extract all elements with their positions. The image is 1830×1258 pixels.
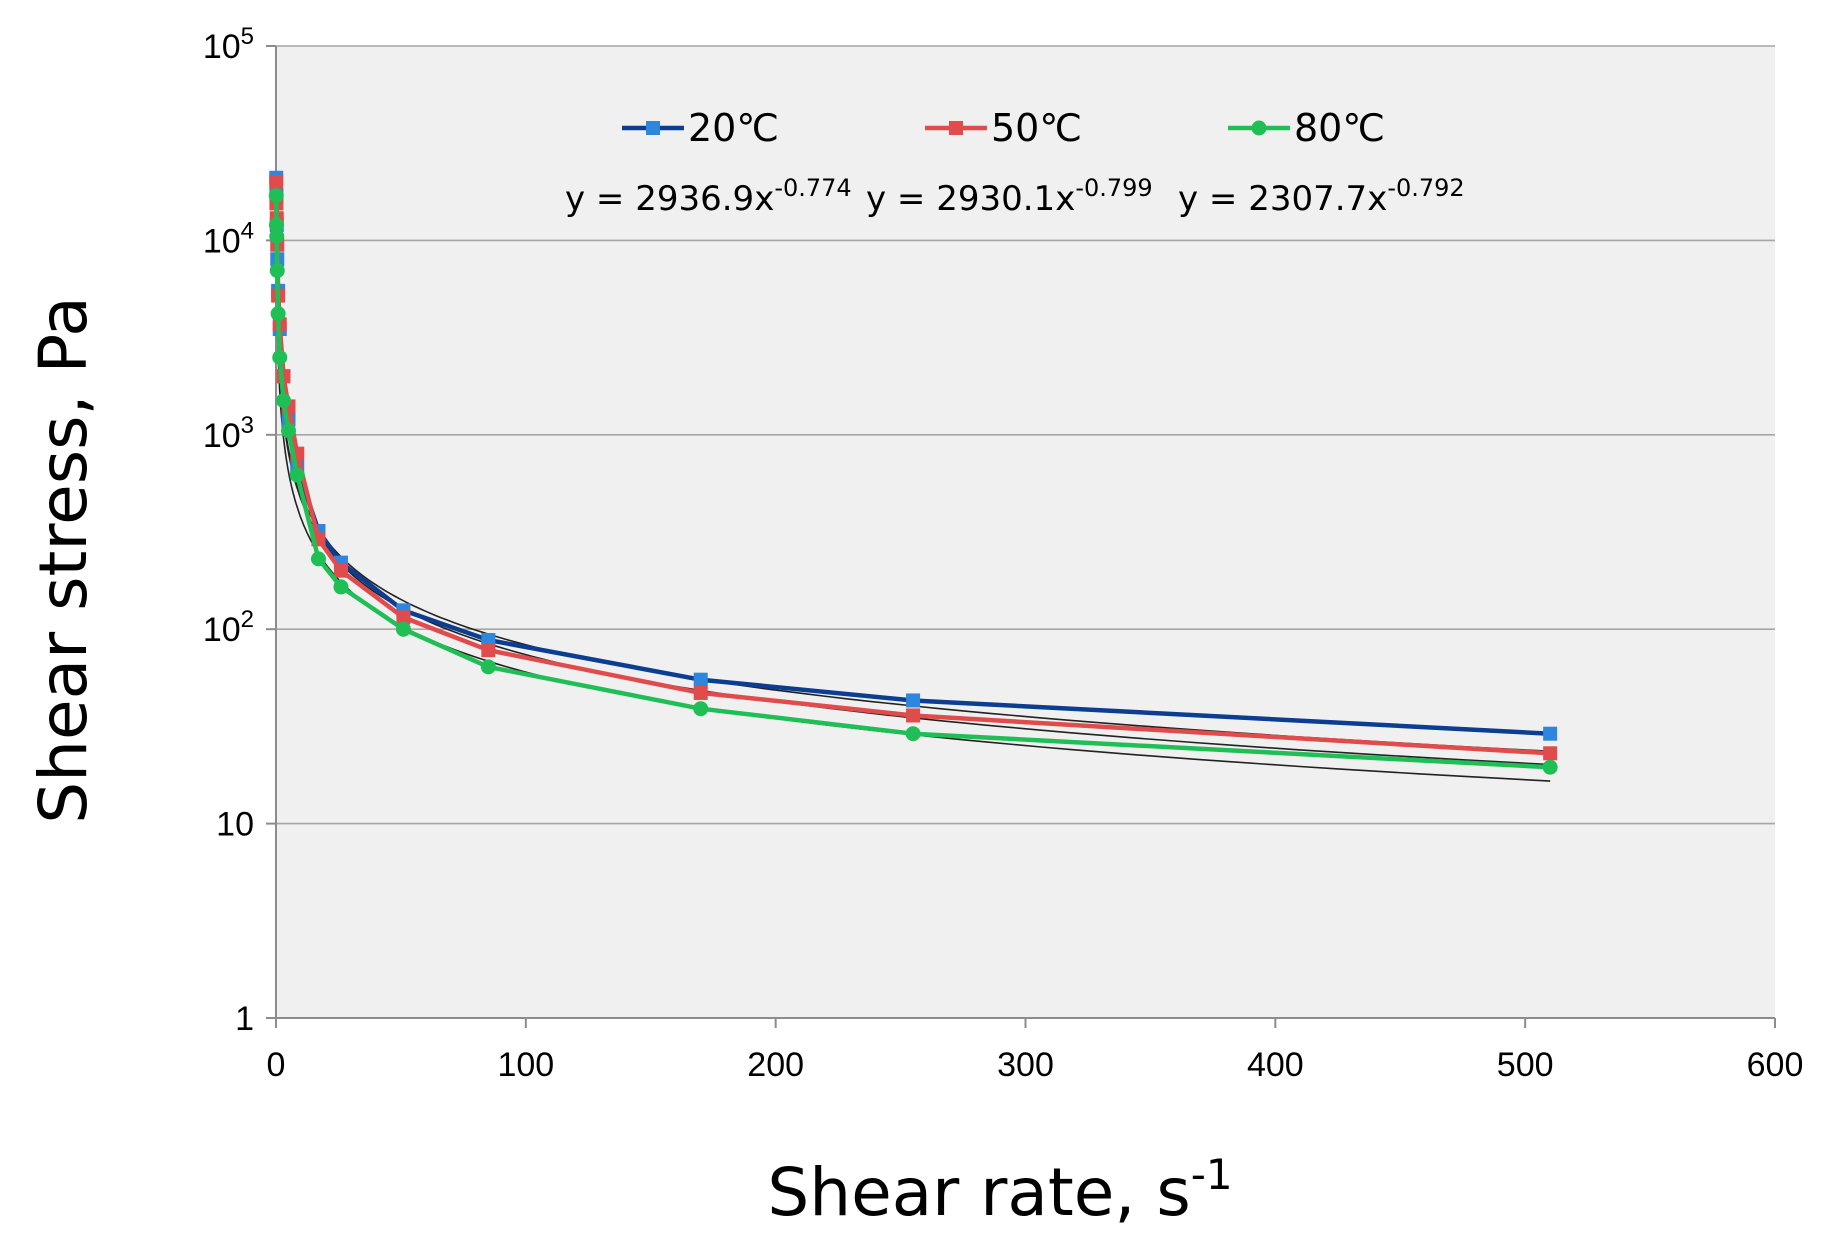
data-point	[310, 551, 326, 567]
y-tick-exponent: 3	[241, 412, 254, 439]
y-tick-base: 10	[216, 806, 254, 844]
data-point	[1543, 726, 1558, 741]
equation-base: y = 2930.1x	[866, 179, 1075, 219]
y-tick-exponent: 5	[241, 23, 254, 50]
data-point	[693, 701, 709, 717]
x-tick-label: 200	[747, 1046, 804, 1084]
data-point	[289, 467, 305, 483]
data-point	[906, 708, 921, 723]
legend-item: 20℃	[622, 106, 779, 150]
legend-item: 80℃	[1228, 106, 1385, 150]
data-point	[268, 188, 284, 204]
y-tick-exponent: 2	[241, 606, 254, 633]
x-tick-label: 600	[1747, 1046, 1804, 1084]
equation-base: y = 2936.9x	[565, 179, 774, 219]
y-tick-label: 103	[203, 412, 254, 455]
data-point	[481, 643, 496, 658]
data-point	[333, 579, 349, 595]
legend-item: 50℃	[925, 106, 1082, 150]
legend-marker	[1251, 120, 1267, 136]
y-tick-label: 10	[216, 806, 254, 844]
plot-area	[276, 46, 1775, 1018]
legend-label: 20℃	[688, 106, 779, 150]
x-tick-label: 100	[497, 1046, 554, 1084]
data-point	[395, 621, 411, 637]
data-point	[1542, 759, 1558, 775]
x-tick-label: 0	[267, 1046, 286, 1084]
legend-marker	[646, 121, 660, 135]
y-axis-title: Shear stress, Pa	[25, 296, 102, 823]
data-point	[905, 726, 921, 742]
legend: 20℃ 50℃ 80℃	[622, 106, 1385, 150]
trendline-equation: y = 2936.9x-0.774	[565, 174, 852, 219]
x-tick-label: 300	[997, 1046, 1054, 1084]
y-tick-base: 10	[203, 222, 241, 260]
legend-label: 50℃	[991, 106, 1082, 150]
x-axis-title-superscript: -1	[1191, 1150, 1233, 1199]
y-tick-base: 10	[203, 611, 241, 649]
y-tick-exponent: 4	[241, 217, 254, 244]
legend-marker	[949, 121, 963, 135]
y-tick-base: 10	[203, 28, 241, 66]
legend-label: 80℃	[1294, 106, 1385, 150]
y-tick-base: 10	[203, 417, 241, 455]
data-point	[480, 659, 496, 675]
y-tick-label: 102	[203, 606, 254, 649]
trendline-equation: y = 2930.1x-0.799	[866, 174, 1153, 219]
equation-exponent: -0.774	[774, 174, 851, 202]
data-point	[269, 228, 285, 244]
data-point	[280, 423, 296, 439]
data-point	[693, 685, 708, 700]
data-point	[333, 563, 348, 578]
series-line	[273, 195, 1551, 770]
data-point	[396, 610, 411, 625]
trendline-equations: y = 2936.9x-0.774 y = 2930.1x-0.799 y = 23…	[565, 174, 1465, 219]
data-point	[269, 263, 285, 279]
data-point	[270, 306, 286, 322]
data-point	[272, 349, 288, 365]
y-tick-label: 105	[203, 23, 254, 66]
data-point	[275, 393, 291, 409]
x-tick-label: 400	[1247, 1046, 1304, 1084]
equation-exponent: -0.799	[1075, 174, 1152, 202]
y-tick-base: 1	[235, 1000, 254, 1038]
data-point	[906, 693, 921, 708]
x-tick-label: 500	[1497, 1046, 1554, 1084]
trendline-equation: y = 2307.7x-0.792	[1178, 174, 1465, 219]
y-tick-label: 104	[203, 217, 254, 260]
data-point	[269, 174, 284, 189]
data-point	[693, 672, 708, 687]
series-2	[268, 188, 1558, 775]
data-point	[268, 217, 284, 233]
gridlines	[276, 45, 1775, 825]
series-group	[268, 170, 1558, 775]
x-axis-title: Shear rate, s-1	[767, 1150, 1232, 1231]
equation-base: y = 2307.7x	[1178, 179, 1387, 219]
y-tick-label: 1	[235, 1000, 254, 1038]
data-point	[1543, 746, 1558, 761]
equation-exponent: -0.792	[1387, 174, 1464, 202]
x-axis-title-text: Shear rate, s	[767, 1154, 1190, 1231]
